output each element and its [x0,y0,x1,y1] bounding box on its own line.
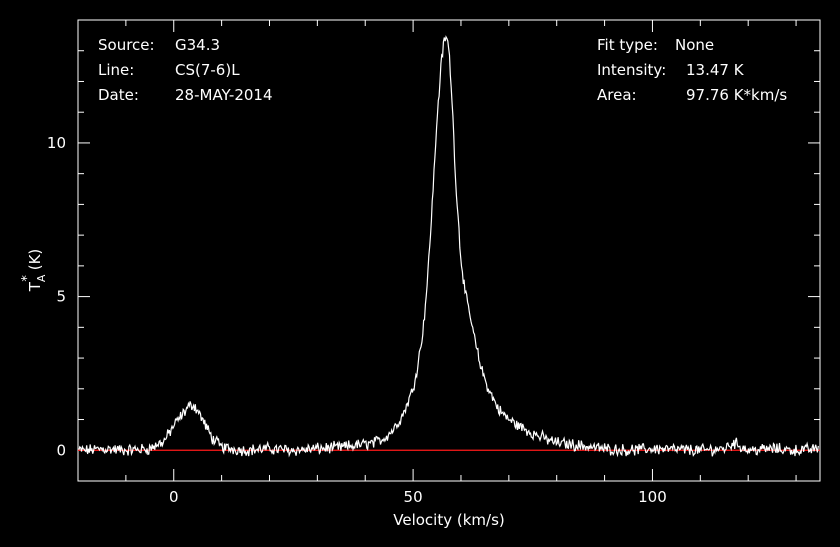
x-tick-label: 50 [404,488,423,506]
x-axis-label: Velocity (km/s) [393,511,504,529]
y-axis-label-symbol: T [26,281,44,292]
info-area-key: Area: [597,86,637,104]
axis-ticks [78,20,820,482]
y-axis-label: TA* (K) [20,249,48,293]
info-date-value: 28-MAY-2014 [175,86,273,104]
x-tick-label: 100 [638,488,667,506]
tick-labels: 0 50 100 0 5 10 [47,134,667,506]
info-fit-key: Fit type: [597,36,658,54]
y-tick-label: 5 [56,288,66,306]
info-area-value: 97.76 K*km/s [686,86,787,104]
info-line-key: Line: [98,61,134,79]
info-source-key: Source: [98,36,155,54]
y-axis-label-sup: * [20,275,35,282]
plot-frame [77,19,821,482]
y-axis-label-unit: (K) [26,249,44,271]
info-intensity-key: Intensity: [597,61,666,79]
info-right: Fit type: None Intensity: 13.47 K Area: … [597,36,787,104]
info-line-value: CS(7-6)L [175,61,240,79]
y-axis-label-sub: A [35,274,48,282]
info-intensity-value: 13.47 K [686,61,745,79]
info-left: Source: G34.3 Line: CS(7-6)L Date: 28-MA… [98,36,273,104]
info-date-key: Date: [98,86,139,104]
y-tick-label: 0 [56,441,66,459]
x-tick-label: 0 [169,488,179,506]
info-fit-value: None [675,36,714,54]
info-source-value: G34.3 [175,36,220,54]
spectrum-line [78,35,819,458]
svg-text:TA* (K): TA* (K) [20,249,48,293]
y-tick-label: 10 [47,134,66,152]
